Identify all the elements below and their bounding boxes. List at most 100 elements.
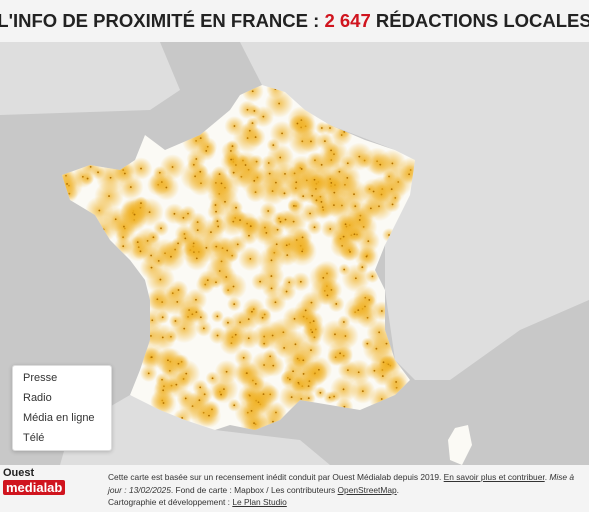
newsroom-dot: [140, 167, 142, 170]
newsroom-dot: [151, 319, 154, 322]
newsroom-dot: [385, 342, 388, 345]
newsroom-dot: [160, 227, 162, 230]
title: L'INFO DE PROXIMITÉ EN FRANCE :: [0, 10, 320, 31]
update-date: Mise à jour : 13/02/2025: [108, 472, 575, 495]
newsroom-dot: [272, 364, 275, 367]
newsroom-dot: [274, 301, 277, 304]
credits-text: .: [396, 484, 399, 495]
credits-text: Cartographie et développement :: [108, 497, 233, 507]
logo-top: Ouest: [3, 467, 35, 479]
newsroom-dot: [361, 266, 364, 269]
newsroom-dot: [297, 381, 300, 384]
newsroom-dot: [220, 182, 223, 185]
newsroom-dot: [390, 188, 393, 191]
newsroom-dot: [183, 327, 186, 330]
logo-bottom: medialab: [3, 480, 66, 495]
map[interactable]: [0, 42, 589, 465]
legend-item[interactable]: Presse: [23, 372, 58, 384]
newsroom-dot: [358, 155, 361, 158]
newsroom-dot: [343, 268, 346, 271]
link[interactable]: En savoir plus et contribuer: [443, 472, 545, 482]
newsroom-dot: [202, 327, 205, 330]
newsroom-dot: [262, 115, 265, 118]
newsroom-dot: [242, 356, 245, 359]
newsroom-dot: [261, 316, 264, 319]
newsroom-dot: [259, 280, 262, 283]
newsroom-dot: [220, 393, 222, 396]
newsroom-dot: [156, 298, 159, 301]
newsroom-dot: [324, 140, 326, 143]
newsroom-dot: [343, 131, 346, 133]
newsroom-dot: [354, 277, 357, 280]
newsroom-dot: [408, 173, 411, 176]
newsroom-dot: [230, 158, 233, 161]
newsroom-dot: [342, 388, 345, 391]
newsroom-dot: [231, 145, 234, 148]
newsroom-dot: [210, 231, 212, 234]
newsroom-dot: [97, 171, 99, 174]
legend-item[interactable]: Radio: [23, 392, 52, 404]
newsroom-dot: [353, 233, 356, 236]
newsroom-dot: [272, 144, 275, 146]
newsroom-dot: [114, 218, 117, 221]
newsroom-dot: [358, 219, 361, 221]
newsroom-dot: [371, 275, 374, 278]
newsroom-dot: [268, 172, 271, 175]
newsroom-dot: [147, 372, 150, 375]
newsroom-dot: [342, 235, 345, 238]
newsroom-dot: [294, 343, 297, 346]
newsroom-dot: [278, 102, 281, 105]
link[interactable]: Le Plan Studio: [232, 497, 287, 507]
newsroom-dot: [165, 186, 168, 189]
newsroom-dot: [380, 398, 383, 400]
newsroom-dot: [372, 190, 375, 193]
newsroom-dot: [109, 176, 112, 179]
newsroom-dot: [310, 140, 312, 143]
newsroom-dot: [66, 183, 68, 185]
newsroom-dot: [357, 309, 360, 312]
newsroom-dot: [226, 249, 229, 252]
link[interactable]: OpenStreetMap: [337, 484, 397, 495]
newsroom-dot: [366, 342, 369, 345]
newsroom-dot: [162, 389, 165, 392]
newsroom-dot: [199, 316, 202, 319]
newsroom-dot: [302, 373, 305, 375]
newsroom-dot: [335, 303, 338, 305]
newsroom-dot: [284, 172, 286, 175]
newsroom-dot: [328, 396, 331, 399]
newsroom-dot: [270, 275, 273, 277]
newsroom-dot: [224, 200, 226, 203]
legend-item[interactable]: Télé: [23, 432, 45, 444]
newsroom-dot: [295, 181, 298, 184]
newsroom-dot: [177, 362, 180, 365]
newsroom-dot: [382, 361, 385, 364]
newsroom-dot: [302, 359, 305, 362]
header: L'INFO DE PROXIMITÉ EN FRANCE : 2 647 RÉ…: [0, 0, 589, 42]
newsroom-dot: [300, 168, 303, 170]
newsroom-dot: [174, 320, 177, 322]
newsroom-dot: [313, 178, 316, 181]
newsroom-dot: [184, 397, 187, 400]
newsroom-dot: [198, 399, 201, 402]
newsroom-dot: [309, 212, 311, 215]
newsroom-dot: [184, 237, 187, 240]
newsroom-dot: [233, 404, 236, 407]
newsroom-dot: [388, 234, 390, 236]
newsroom-dot: [199, 170, 202, 173]
newsroom-dot: [368, 299, 371, 301]
newsroom-dot: [232, 285, 235, 288]
legend-item[interactable]: Média en ligne: [23, 412, 95, 424]
newsroom-dot: [133, 213, 136, 216]
credits-text: . Fond de carte : Mapbox / Les contribut…: [170, 484, 338, 495]
newsroom-dot: [239, 219, 241, 221]
newsroom-dot: [129, 186, 132, 188]
newsroom-dot: [235, 206, 237, 209]
newsroom-dot: [175, 383, 178, 386]
newsroom-dot: [171, 166, 174, 168]
newsroom-dot: [283, 347, 286, 349]
newsroom-dot: [320, 200, 323, 203]
newsroom-dot: [265, 232, 268, 234]
newsroom-dot: [329, 228, 332, 230]
newsroom-dot: [182, 216, 185, 219]
